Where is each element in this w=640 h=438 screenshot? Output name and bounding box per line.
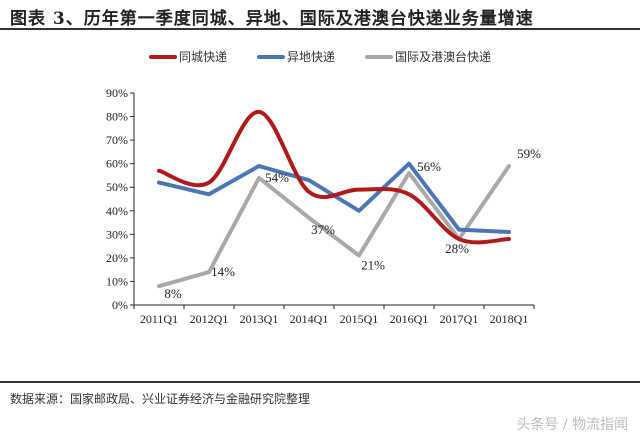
line-chart: 0% 10% 20% 30% 40% 50% 60% 70% 80% 90% 2011Q1 2012Q…	[106, 86, 541, 326]
legend-label: 异地快递	[286, 50, 335, 64]
svg-text:30%: 30%	[106, 227, 128, 241]
svg-text:2016Q1: 2016Q1	[390, 312, 429, 326]
svg-text:14%: 14%	[211, 264, 235, 279]
svg-text:50%: 50%	[106, 180, 128, 194]
legend: 同城快递 异地快递 国际及港澳台快递	[0, 48, 640, 65]
svg-text:54%: 54%	[265, 170, 289, 185]
svg-text:2017Q1: 2017Q1	[440, 312, 479, 326]
svg-text:2015Q1: 2015Q1	[340, 312, 379, 326]
svg-text:2013Q1: 2013Q1	[240, 312, 279, 326]
legend-swatch-red	[148, 54, 177, 59]
svg-text:80%: 80%	[106, 110, 128, 124]
svg-text:21%: 21%	[361, 258, 385, 273]
svg-text:10%: 10%	[106, 274, 128, 288]
title-rule	[0, 28, 640, 30]
legend-label: 国际及港澳台快递	[395, 50, 492, 64]
svg-text:56%: 56%	[417, 159, 441, 174]
watermark: 头条号 / 物流指闻	[516, 417, 628, 433]
svg-text:90%: 90%	[106, 86, 128, 100]
svg-text:2011Q1: 2011Q1	[140, 312, 178, 326]
legend-item: 异地快递	[256, 48, 335, 65]
chart-title: 图表 3、历年第一季度同城、异地、国际及港澳台快递业务量增速	[10, 9, 534, 29]
legend-item: 国际及港澳台快递	[365, 48, 491, 65]
svg-text:59%: 59%	[517, 146, 541, 161]
source-note: 数据来源：国家邮政局、兴业证券经济与金融研究院整理	[10, 392, 311, 406]
svg-text:60%: 60%	[106, 157, 128, 171]
footer-rule	[0, 381, 640, 383]
legend-label: 同城快递	[178, 50, 227, 64]
legend-swatch-blue	[256, 54, 285, 59]
svg-text:2012Q1: 2012Q1	[190, 312, 229, 326]
legend-swatch-gray	[365, 54, 393, 59]
svg-text:40%: 40%	[106, 204, 128, 218]
svg-text:37%: 37%	[311, 222, 335, 237]
svg-text:8%: 8%	[164, 286, 182, 301]
svg-text:0%: 0%	[112, 298, 128, 312]
svg-text:2014Q1: 2014Q1	[290, 312, 329, 326]
svg-text:70%: 70%	[106, 133, 128, 147]
svg-text:2018Q1: 2018Q1	[490, 312, 529, 326]
svg-text:28%: 28%	[445, 241, 469, 256]
svg-text:20%: 20%	[106, 251, 128, 265]
legend-item: 同城快递	[148, 48, 227, 65]
